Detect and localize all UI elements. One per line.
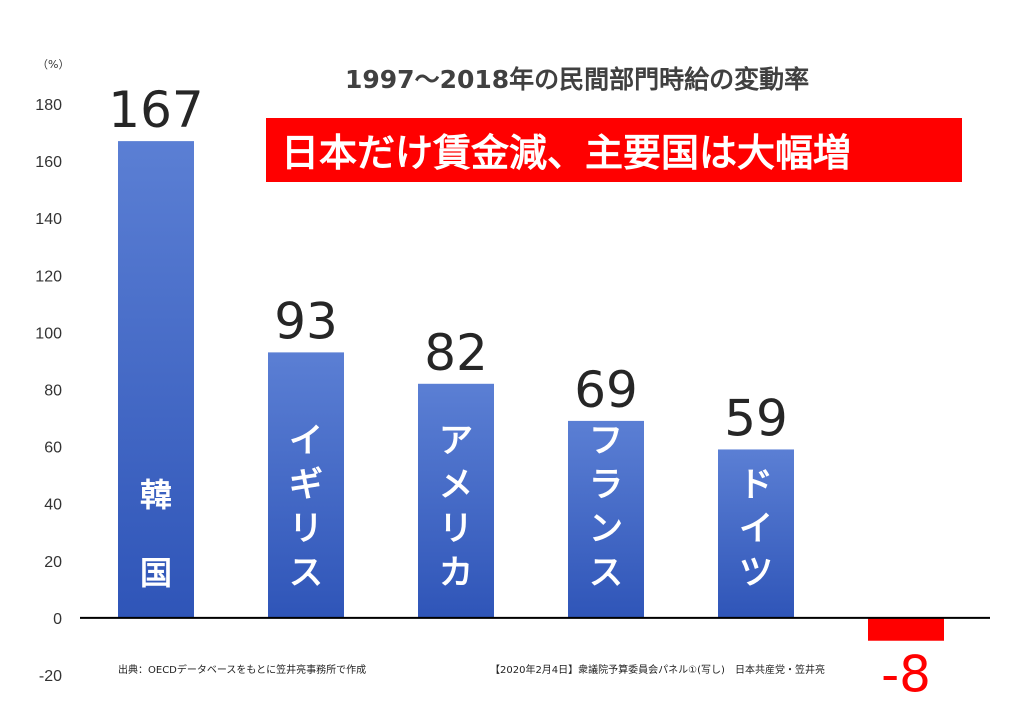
y-tick-label: 120 (35, 268, 62, 285)
y-tick-label: 80 (44, 383, 62, 400)
bar (268, 352, 344, 618)
chart-subtitle: 日本だけ賃金減、主要国は大幅増 (281, 131, 851, 175)
category-label: アメリカ (439, 421, 473, 593)
bar (718, 449, 794, 618)
y-tick-label: 100 (35, 325, 62, 342)
bar-value-label: -8 (881, 646, 931, 704)
category-label: 日本 (883, 503, 929, 605)
category-label: 韓国 (140, 476, 172, 592)
y-tick-label: 180 (35, 97, 62, 114)
bar (118, 141, 194, 618)
bar-value-label: 93 (274, 292, 338, 350)
category-label: ドイツ (739, 465, 773, 593)
y-tick-label: 40 (44, 497, 62, 514)
category-label: イギリス (289, 421, 323, 593)
y-tick-label: 140 (35, 211, 62, 228)
y-axis-unit: （%） (37, 58, 69, 71)
bar-value-label: 59 (724, 389, 788, 447)
bar-value-label: 82 (424, 324, 488, 382)
chart-title: 1997〜2018年の民間部門時給の変動率 (345, 65, 809, 94)
credit-note: 【2020年2月4日】衆議院予算委員会パネル①(写し) 日本共産党・笠井亮 (490, 663, 825, 676)
y-tick-label: 0 (53, 611, 62, 628)
source-note: 出典：OECDデータベースをもとに笠井亮事務所で作成 (118, 663, 366, 676)
bar-value-label: 69 (574, 361, 638, 419)
category-label: フランス (589, 421, 623, 593)
y-tick-label: 20 (44, 554, 62, 571)
y-tick-label: 60 (44, 440, 62, 457)
bar (868, 617, 944, 641)
y-tick-label: -20 (39, 668, 62, 685)
bar (418, 383, 494, 618)
bar (568, 420, 644, 618)
y-axis: -20 0 20 40 60 80 100 120 140 160 180 (35, 97, 62, 685)
y-tick-label: 160 (35, 154, 62, 171)
subtitle-banner (266, 118, 962, 182)
bar-value-label: 167 (108, 81, 203, 139)
